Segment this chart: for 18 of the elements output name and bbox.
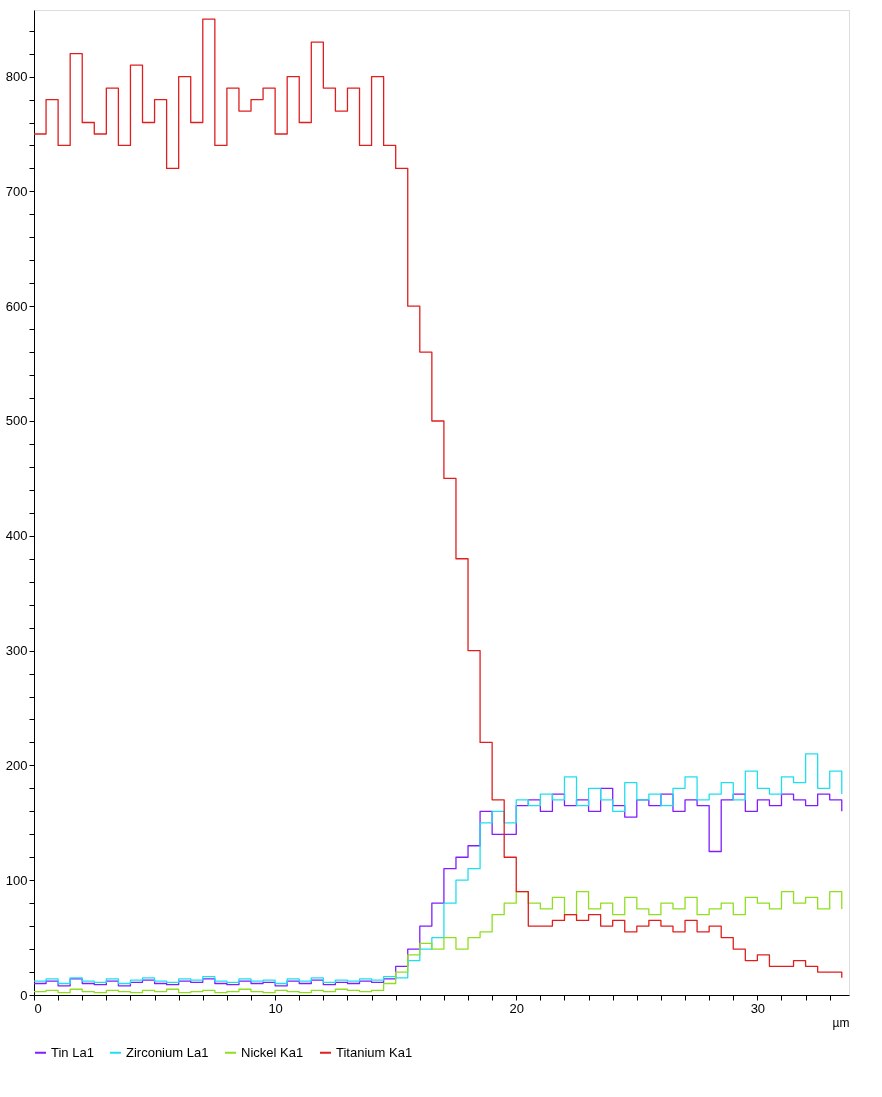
y-tick-label: 700 xyxy=(5,183,28,199)
x-tick-label: 0 xyxy=(34,1000,42,1016)
y-tick-label: 300 xyxy=(5,643,28,659)
legend-label: Tin La1 xyxy=(51,1044,94,1060)
y-tick-label: 500 xyxy=(5,413,28,429)
y-tick-label: 600 xyxy=(5,298,28,314)
x-tick-label: 30 xyxy=(750,1000,766,1016)
y-tick-label: 200 xyxy=(5,757,28,773)
y-tick-label: 400 xyxy=(5,528,28,544)
legend-label: Nickel Ka1 xyxy=(241,1044,304,1060)
y-tick-label: 800 xyxy=(5,69,28,85)
x-tick-label: 10 xyxy=(268,1000,283,1016)
x-axis-title: µm xyxy=(832,1015,850,1030)
x-tick-label: 20 xyxy=(509,1000,524,1016)
legend-label: Titanium Ka1 xyxy=(336,1044,413,1060)
y-tick-label: 100 xyxy=(5,872,28,888)
legend-label: Zirconium La1 xyxy=(126,1044,209,1060)
y-tick-label: 0 xyxy=(20,987,28,1003)
